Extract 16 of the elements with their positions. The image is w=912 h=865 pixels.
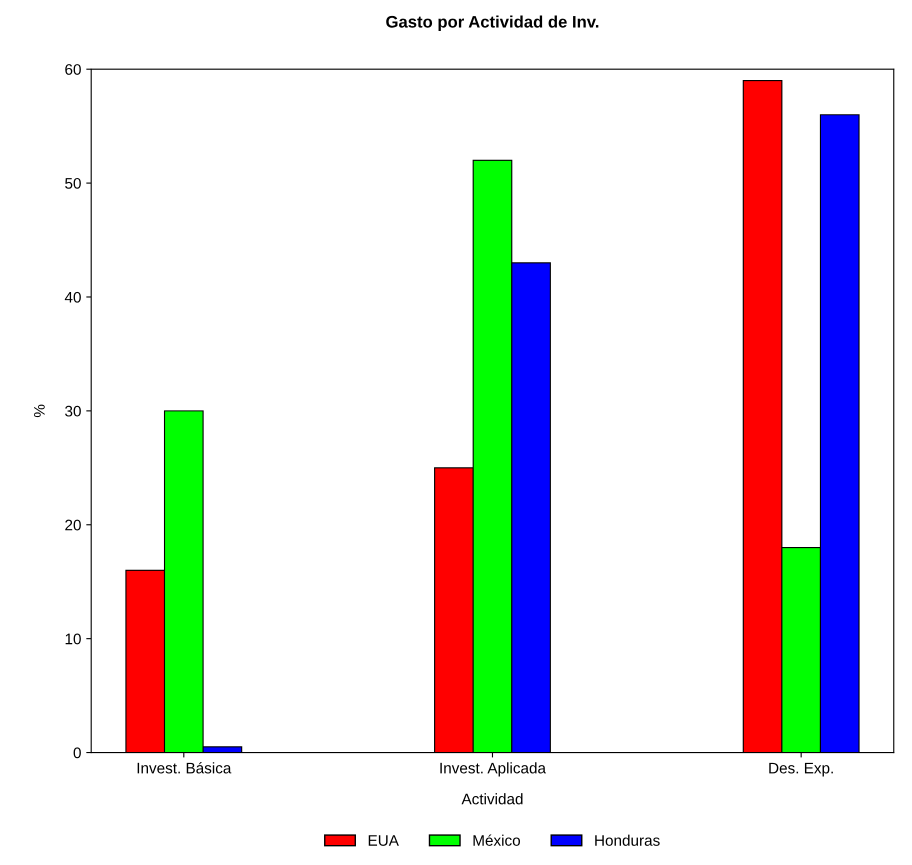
y-tick-label: 20 bbox=[65, 520, 81, 530]
legend-label: Honduras bbox=[595, 834, 660, 846]
y-tick-label: 50 bbox=[65, 178, 81, 189]
x-tick-label: Invest. Aplicada bbox=[440, 762, 546, 777]
y-tick-label: 40 bbox=[64, 292, 81, 303]
chart-title: Gasto por Actividad de Inv. bbox=[386, 15, 598, 31]
y-tick-label: 30 bbox=[65, 406, 81, 417]
x-tick-label: Invest. Básica bbox=[138, 762, 232, 774]
legend-label: México bbox=[474, 834, 520, 846]
y-tick-label: 60 bbox=[65, 64, 81, 75]
x-axis-title: Actividad bbox=[462, 793, 522, 804]
legend-label: EUA bbox=[368, 835, 399, 846]
y-axis-title: % bbox=[34, 404, 45, 418]
y-tick-label: 0 bbox=[74, 747, 81, 758]
y-tick-label: 10 bbox=[66, 634, 81, 644]
x-tick-label: Des. Exp. bbox=[769, 762, 833, 777]
